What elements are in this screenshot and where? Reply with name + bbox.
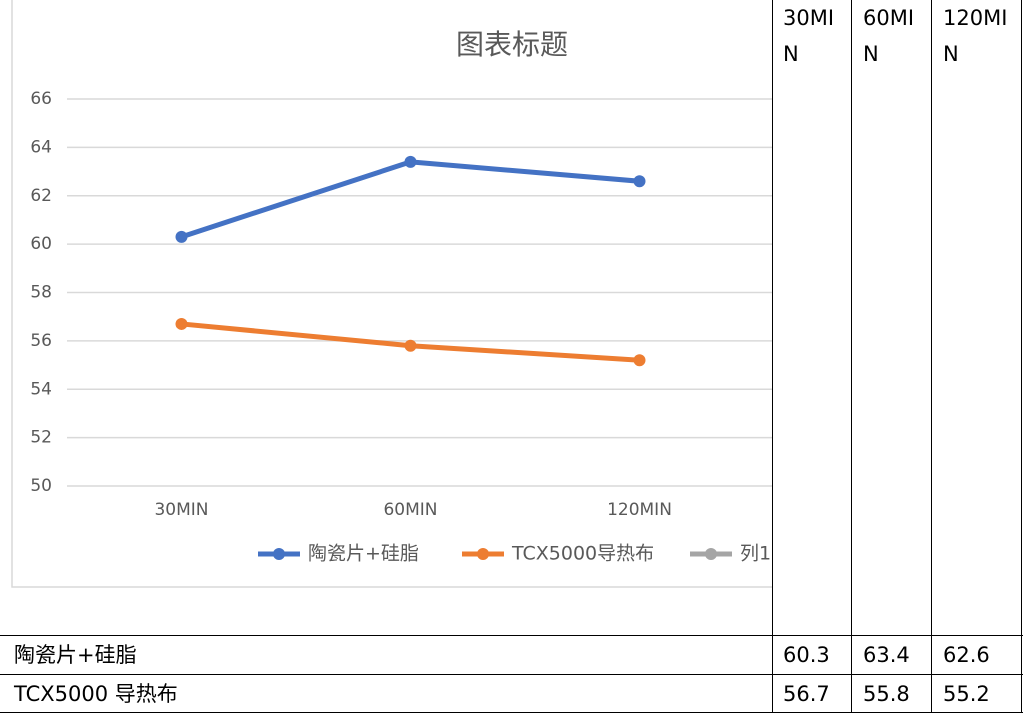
row-header: 陶瓷片+硅脂 xyxy=(14,643,137,667)
data-point xyxy=(633,354,646,367)
y-tick-label: 66 xyxy=(30,89,52,109)
table-value: 62.6 xyxy=(943,643,990,667)
legend-marker xyxy=(705,548,717,560)
x-tick-label: 60MIN xyxy=(383,500,437,520)
data-point xyxy=(633,175,646,188)
y-tick-label: 64 xyxy=(30,137,52,157)
column-header: 120MIN xyxy=(943,6,1008,66)
data-point xyxy=(175,317,188,330)
legend-label: 陶瓷片+硅脂 xyxy=(308,543,419,565)
x-tick-label: 30MIN xyxy=(154,500,208,520)
table-value: 55.8 xyxy=(863,682,910,706)
chart-title: 图表标题 xyxy=(456,28,568,61)
legend-marker xyxy=(273,548,285,560)
y-tick-label: 58 xyxy=(30,283,52,303)
y-tick-label: 54 xyxy=(30,379,52,399)
table-value: 56.7 xyxy=(783,682,830,706)
data-point xyxy=(404,339,417,352)
column-header: 30MIN xyxy=(783,6,835,66)
data-point xyxy=(175,230,188,243)
column-header: 60MIN xyxy=(863,6,915,66)
col-line xyxy=(851,0,852,713)
row-line xyxy=(0,674,1023,675)
legend-label: 列1 xyxy=(740,543,771,565)
y-tick-label: 62 xyxy=(30,186,52,206)
row-line xyxy=(0,635,1023,636)
y-tick-label: 52 xyxy=(30,428,52,448)
col-line xyxy=(931,0,932,713)
y-tick-label: 60 xyxy=(30,234,52,254)
legend-marker xyxy=(477,548,489,560)
col-line xyxy=(772,0,773,713)
row-header: TCX5000 导热布 xyxy=(14,682,178,706)
table-value: 63.4 xyxy=(863,643,910,667)
data-point xyxy=(404,155,417,168)
y-tick-label: 56 xyxy=(30,331,52,351)
chart-area xyxy=(11,0,772,588)
legend-label: TCX5000导热布 xyxy=(511,543,654,565)
table-value: 60.3 xyxy=(783,643,830,667)
y-tick-label: 50 xyxy=(30,476,52,496)
x-tick-label: 120MIN xyxy=(607,500,672,520)
table-value: 55.2 xyxy=(943,682,990,706)
row-line xyxy=(0,712,1023,713)
col-line xyxy=(1021,0,1022,713)
